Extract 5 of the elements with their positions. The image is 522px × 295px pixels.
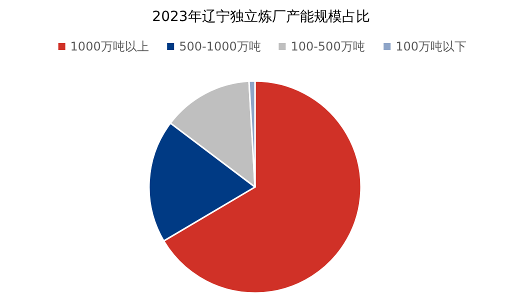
legend-label: 100-500万吨 — [290, 39, 365, 54]
legend-label: 1000万吨以上 — [70, 39, 149, 54]
chart-title: 2023年辽宁独立炼厂产能规模占比 — [152, 8, 370, 25]
legend-label: 100万吨以下 — [396, 39, 467, 54]
legend-label: 500-1000万吨 — [179, 39, 261, 54]
